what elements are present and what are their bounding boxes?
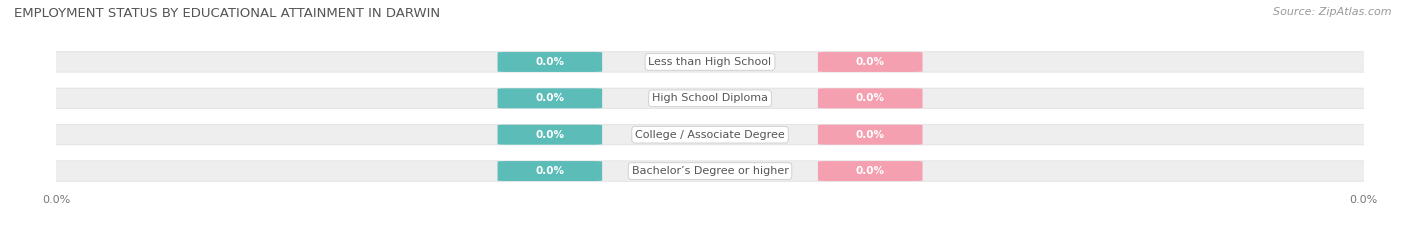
FancyBboxPatch shape	[818, 88, 922, 108]
FancyBboxPatch shape	[818, 52, 922, 72]
Text: 0.0%: 0.0%	[536, 166, 564, 176]
Text: 0.0%: 0.0%	[856, 166, 884, 176]
Text: Less than High School: Less than High School	[648, 57, 772, 67]
Text: 0.0%: 0.0%	[536, 130, 564, 140]
FancyBboxPatch shape	[818, 125, 922, 145]
Text: 0.0%: 0.0%	[856, 93, 884, 103]
FancyBboxPatch shape	[498, 88, 602, 108]
Text: High School Diploma: High School Diploma	[652, 93, 768, 103]
FancyBboxPatch shape	[44, 88, 1376, 109]
Text: Bachelor’s Degree or higher: Bachelor’s Degree or higher	[631, 166, 789, 176]
Text: Source: ZipAtlas.com: Source: ZipAtlas.com	[1274, 7, 1392, 17]
Text: 0.0%: 0.0%	[856, 130, 884, 140]
FancyBboxPatch shape	[498, 52, 602, 72]
Text: 0.0%: 0.0%	[536, 57, 564, 67]
Text: EMPLOYMENT STATUS BY EDUCATIONAL ATTAINMENT IN DARWIN: EMPLOYMENT STATUS BY EDUCATIONAL ATTAINM…	[14, 7, 440, 20]
Text: 0.0%: 0.0%	[536, 93, 564, 103]
FancyBboxPatch shape	[498, 161, 602, 181]
FancyBboxPatch shape	[498, 125, 602, 145]
Text: College / Associate Degree: College / Associate Degree	[636, 130, 785, 140]
FancyBboxPatch shape	[44, 161, 1376, 181]
FancyBboxPatch shape	[818, 161, 922, 181]
FancyBboxPatch shape	[44, 124, 1376, 145]
Text: 0.0%: 0.0%	[856, 57, 884, 67]
FancyBboxPatch shape	[44, 52, 1376, 72]
